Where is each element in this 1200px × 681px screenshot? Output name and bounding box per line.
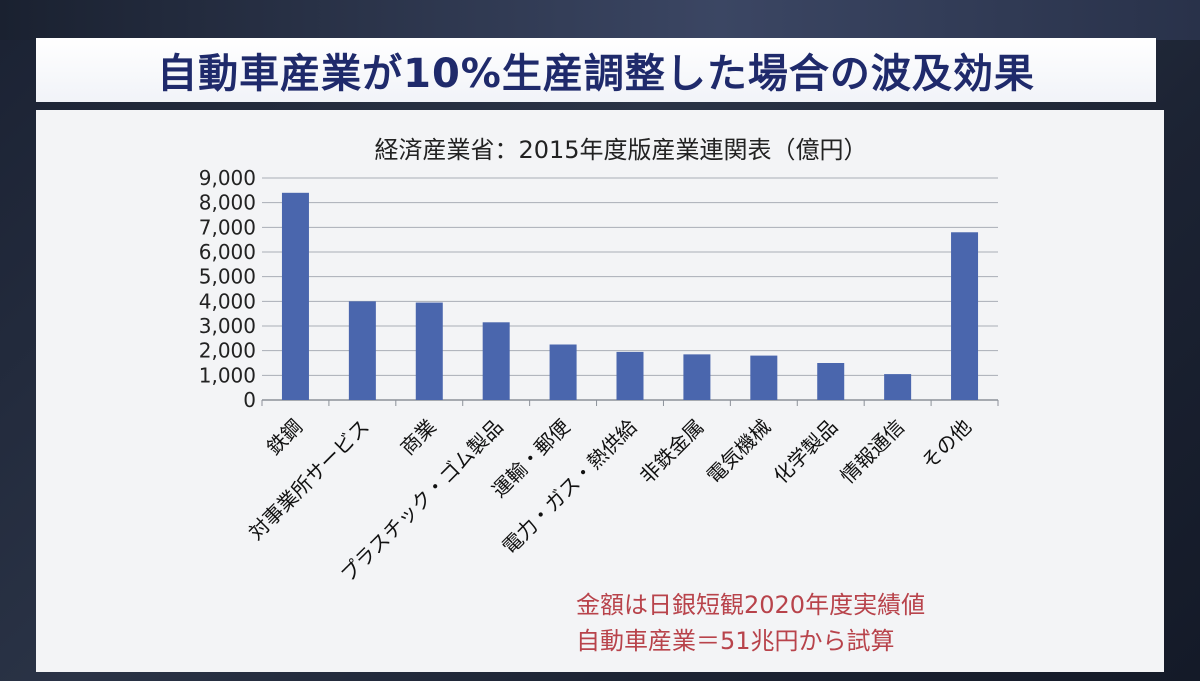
title-banner: 自動車産業が10%生産調整した場合の波及効果 [36, 38, 1156, 102]
y-tick-label: 6,000 [199, 240, 256, 264]
note-calculation-basis: 自動車産業＝51兆円から試算 [576, 627, 895, 655]
y-tick-label: 9,000 [199, 166, 256, 190]
x-category-label: 情報通信 [836, 415, 910, 489]
y-tick-label: 5,000 [199, 265, 256, 289]
x-category-label: その他 [917, 415, 976, 474]
y-tick-label: 0 [243, 388, 256, 412]
bar [616, 351, 644, 400]
bar [549, 344, 577, 400]
x-category-label: 電気機械 [702, 415, 776, 489]
x-category-label: 商業 [396, 415, 441, 460]
bar [415, 302, 443, 400]
y-tick-label: 3,000 [199, 314, 256, 338]
bar [482, 322, 510, 400]
chart-title: 経済産業省：2015年度版産業連関表（億円） [374, 136, 867, 164]
bar [281, 192, 309, 400]
bar [884, 374, 912, 400]
x-category-label: 非鉄金属 [635, 415, 709, 489]
y-tick-label: 8,000 [199, 191, 256, 215]
bar [817, 363, 845, 400]
y-tick-label: 7,000 [199, 215, 256, 239]
y-tick-label: 4,000 [199, 289, 256, 313]
x-category-label: 鉄鋼 [262, 415, 307, 460]
background-stripe [0, 0, 1200, 40]
slide-title: 自動車産業が10%生産調整した場合の波及効果 [157, 51, 1035, 97]
x-category-label: 対事業所サービス [244, 415, 374, 545]
bar [348, 301, 376, 400]
y-tick-label: 1,000 [199, 363, 256, 387]
note-source-amount: 金額は日銀短観2020年度実績値 [576, 591, 926, 619]
y-tick-label: 2,000 [199, 339, 256, 363]
x-category-label: 化学製品 [769, 415, 843, 489]
bar [683, 354, 711, 400]
bar [951, 232, 979, 400]
bar [750, 355, 778, 400]
